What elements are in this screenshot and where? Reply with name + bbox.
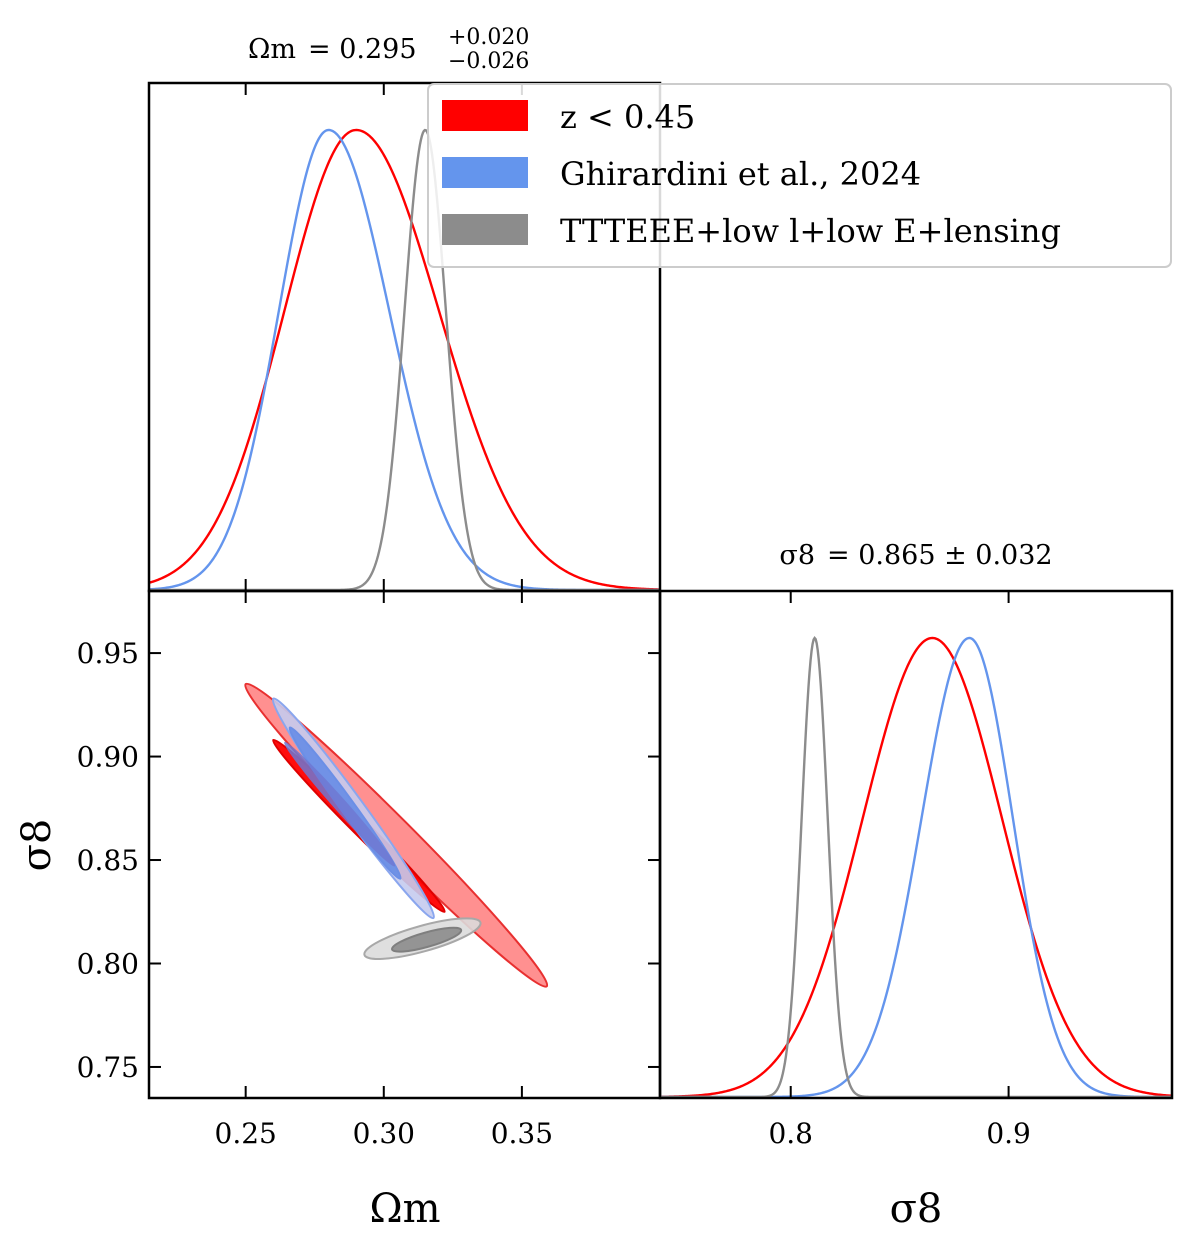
omega-sigma-2d-xtick-label: 0.25: [215, 1117, 277, 1150]
omega-sigma-2d-ytick-label: 0.85: [77, 844, 139, 877]
omega-m-1d-title-plus: +0.020: [448, 25, 529, 50]
sigma8-1d-frame: [658, 589, 1174, 1100]
omega-sigma-2d-ticks: 0.25 0.30 0.35 0.75 0.80 0.85 0.90 0.95: [77, 591, 660, 1150]
contour-ttteee-low-l-low-e-lensing-68: [391, 926, 463, 953]
omega-sigma-2d-ytick-label: 0.95: [77, 637, 139, 670]
legend-frame: [427, 83, 1172, 268]
legend: z < 0.45 Ghirardini et al., 2024 TTTEEE+…: [427, 83, 1172, 268]
omega-sigma-2d-xtick-label: 0.30: [353, 1117, 415, 1150]
sigma8-1d-xtick-label: 0.8: [768, 1117, 813, 1150]
omega-m-1d-curve-z-0-45: [148, 128, 661, 591]
omega-sigma-2d-ytick-label: 0.90: [77, 741, 139, 774]
omega-m-1d-title-minus: −0.026: [448, 49, 529, 74]
y-axis-label-sigma8: σ8: [14, 819, 60, 872]
legend-swatch-gray: [442, 214, 528, 245]
sigma8-1d-curve-z-0-45: [659, 636, 1173, 1098]
x-axis-label-sigma8: σ8: [890, 1186, 943, 1232]
contours: [244, 682, 549, 988]
legend-label-ghirardini: Ghirardini et al., 2024: [560, 155, 921, 193]
x-axis-label-omega-m: Ωm: [369, 1186, 440, 1232]
panel-omega-sigma-2d: 0.25 0.30 0.35 0.75 0.80 0.85 0.90 0.95 Ωm σ8: [14, 589, 662, 1232]
contour-ghirardini-et-al-2024-core-68-overlap: [284, 741, 396, 867]
legend-label-planck: TTTEEE+low l+low E+lensing: [560, 212, 1061, 250]
omega-sigma-2d-ytick-label: 0.80: [77, 947, 139, 980]
legend-swatch-blue: [442, 157, 528, 188]
legend-swatch-red: [442, 100, 528, 131]
panel-sigma8-1d: 0.8 0.9 σ8 = 0.865 ± 0.032 σ8: [658, 540, 1174, 1232]
sigma8-1d-xtick-label: 0.9: [986, 1117, 1031, 1150]
omega-m-1d-title: Ωm = 0.295: [248, 34, 417, 65]
omega-sigma-2d-ytick-label: 0.75: [77, 1051, 139, 1084]
sigma8-1d-ticks: 0.8 0.9: [768, 591, 1031, 1150]
sigma8-1d-title: σ8 = 0.865 ± 0.032: [779, 540, 1052, 571]
legend-label-z: z < 0.45: [560, 98, 695, 136]
omega-sigma-2d-xtick-label: 0.35: [491, 1117, 553, 1150]
